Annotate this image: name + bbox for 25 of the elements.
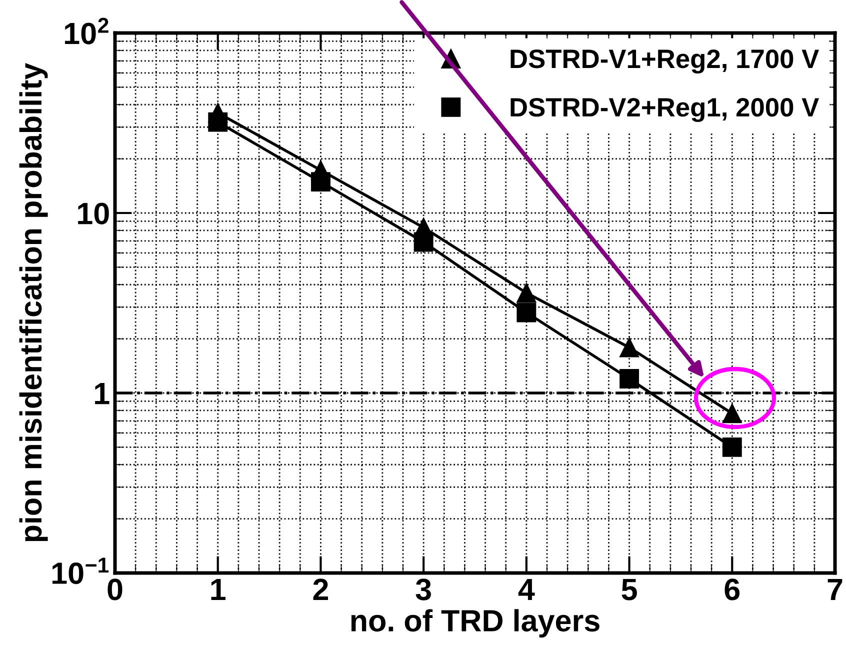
y-axis-title: pion misidentification probability [19,62,48,542]
y-tick-label: 10$^{−1}$ [52,558,109,584]
x-tick-label: 5 [622,578,637,600]
x-tick-label: 4 [518,578,535,600]
legend-label: DSTRD-V2+Reg1, 2000 V [510,98,819,122]
point [516,283,536,303]
y-tick-label: 10 [78,202,109,224]
y-tick-label: 1 [95,383,110,404]
x-tick-label: 7 [828,578,842,600]
point [516,302,536,322]
point [620,338,640,358]
point [620,369,640,388]
x-tick-label: 0 [108,578,122,600]
x-tick-label: 1 [211,578,226,600]
point [722,437,742,457]
y-tick-label: 10$^{2}$ [65,18,108,44]
x-tick-label: 2 [313,578,328,600]
point [722,404,742,424]
point [414,232,434,252]
legend-label: DSTRD-V1+Reg2, 1700 V [510,50,819,74]
x-tick-label: 3 [416,578,431,600]
point [208,112,228,132]
point [310,172,330,192]
x-axis-title: no. of TRD layers [351,609,600,638]
x-tick-label: 6 [724,578,740,600]
